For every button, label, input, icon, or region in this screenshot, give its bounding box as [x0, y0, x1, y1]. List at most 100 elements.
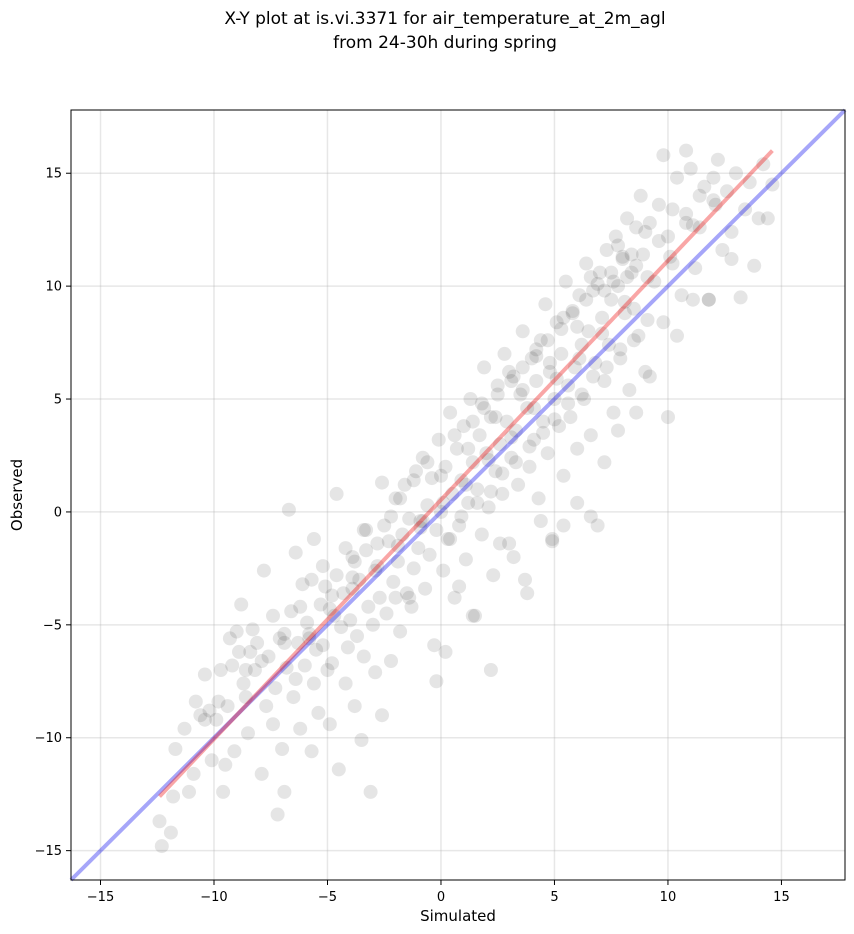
data-point	[356, 523, 371, 537]
data-point	[188, 694, 203, 709]
data-point	[359, 543, 374, 558]
data-point	[529, 342, 544, 357]
data-point	[227, 744, 242, 759]
data-point	[456, 419, 471, 434]
y-tick-label: −10	[35, 731, 62, 746]
data-point	[536, 425, 551, 440]
data-point	[613, 351, 628, 366]
data-point	[563, 410, 578, 425]
data-point	[483, 484, 498, 499]
x-tick-label: 10	[660, 890, 677, 905]
data-point	[295, 577, 310, 592]
data-point	[506, 369, 521, 384]
data-point	[674, 288, 689, 303]
data-point	[522, 439, 537, 454]
data-point	[327, 608, 342, 623]
data-point	[413, 514, 428, 528]
data-point	[304, 744, 319, 759]
data-point	[574, 337, 589, 352]
data-point	[345, 570, 360, 585]
data-point	[590, 276, 605, 291]
data-point	[445, 486, 460, 501]
data-point	[590, 518, 605, 533]
data-point	[168, 742, 183, 756]
data-point	[502, 536, 517, 551]
data-point	[293, 599, 308, 614]
data-point	[361, 599, 376, 614]
data-point	[481, 500, 496, 515]
x-tick-label: 15	[773, 890, 790, 905]
data-point	[706, 170, 721, 185]
data-point	[356, 649, 371, 664]
data-point	[622, 383, 637, 397]
data-point	[536, 414, 551, 429]
data-point	[266, 717, 280, 732]
data-point	[493, 536, 507, 551]
data-point	[581, 324, 596, 339]
data-point	[465, 414, 480, 429]
x-tick-label: −5	[318, 890, 337, 905]
data-point	[277, 626, 292, 641]
data-point	[515, 383, 530, 397]
data-point	[238, 663, 253, 677]
data-point	[747, 258, 762, 273]
data-point	[368, 665, 383, 680]
identity-line	[69, 108, 847, 882]
data-point	[434, 504, 448, 519]
data-point	[561, 396, 576, 411]
data-point	[213, 663, 228, 677]
data-point	[431, 432, 446, 447]
data-point	[720, 184, 734, 199]
data-point	[379, 606, 394, 621]
data-point	[670, 328, 684, 343]
data-point	[302, 626, 317, 641]
data-point	[266, 608, 280, 623]
data-point	[313, 597, 328, 612]
data-point	[615, 249, 630, 264]
data-point	[636, 247, 650, 262]
data-point	[415, 514, 430, 528]
data-point	[597, 283, 612, 298]
data-point	[531, 491, 546, 506]
data-point	[540, 333, 555, 348]
data-point	[420, 455, 435, 470]
data-point	[193, 708, 208, 723]
data-point	[599, 360, 614, 375]
data-point	[565, 304, 580, 318]
data-point	[692, 220, 707, 235]
data-point	[279, 660, 294, 675]
data-point	[232, 644, 246, 659]
data-point	[545, 532, 560, 546]
data-point	[508, 423, 523, 438]
data-point	[481, 453, 496, 467]
data-point	[565, 306, 580, 321]
data-point	[465, 608, 480, 623]
data-point	[706, 193, 721, 208]
data-point	[384, 654, 398, 668]
data-point	[502, 364, 517, 379]
data-point	[688, 261, 703, 276]
data-point	[579, 292, 594, 307]
data-point	[685, 292, 700, 307]
data-point	[222, 631, 237, 646]
data-point	[395, 527, 410, 542]
data-point	[293, 721, 308, 736]
data-point	[683, 161, 698, 176]
data-point	[601, 337, 616, 352]
data-point	[570, 495, 585, 510]
data-point	[613, 342, 628, 357]
data-point	[322, 717, 337, 732]
data-point	[318, 579, 333, 594]
data-point	[595, 326, 610, 341]
data-point	[443, 405, 458, 420]
data-point	[297, 658, 312, 673]
data-point	[413, 520, 428, 535]
data-point	[520, 401, 535, 416]
data-point	[486, 568, 501, 583]
chart-title-line-1: X-Y plot at is.vi.3371 for air_temperatu…	[224, 9, 665, 29]
data-point	[577, 392, 591, 406]
data-point	[209, 712, 224, 727]
chart-title: X-Y plot at is.vi.3371 for air_temperatu…	[224, 9, 665, 53]
data-point	[390, 538, 405, 553]
